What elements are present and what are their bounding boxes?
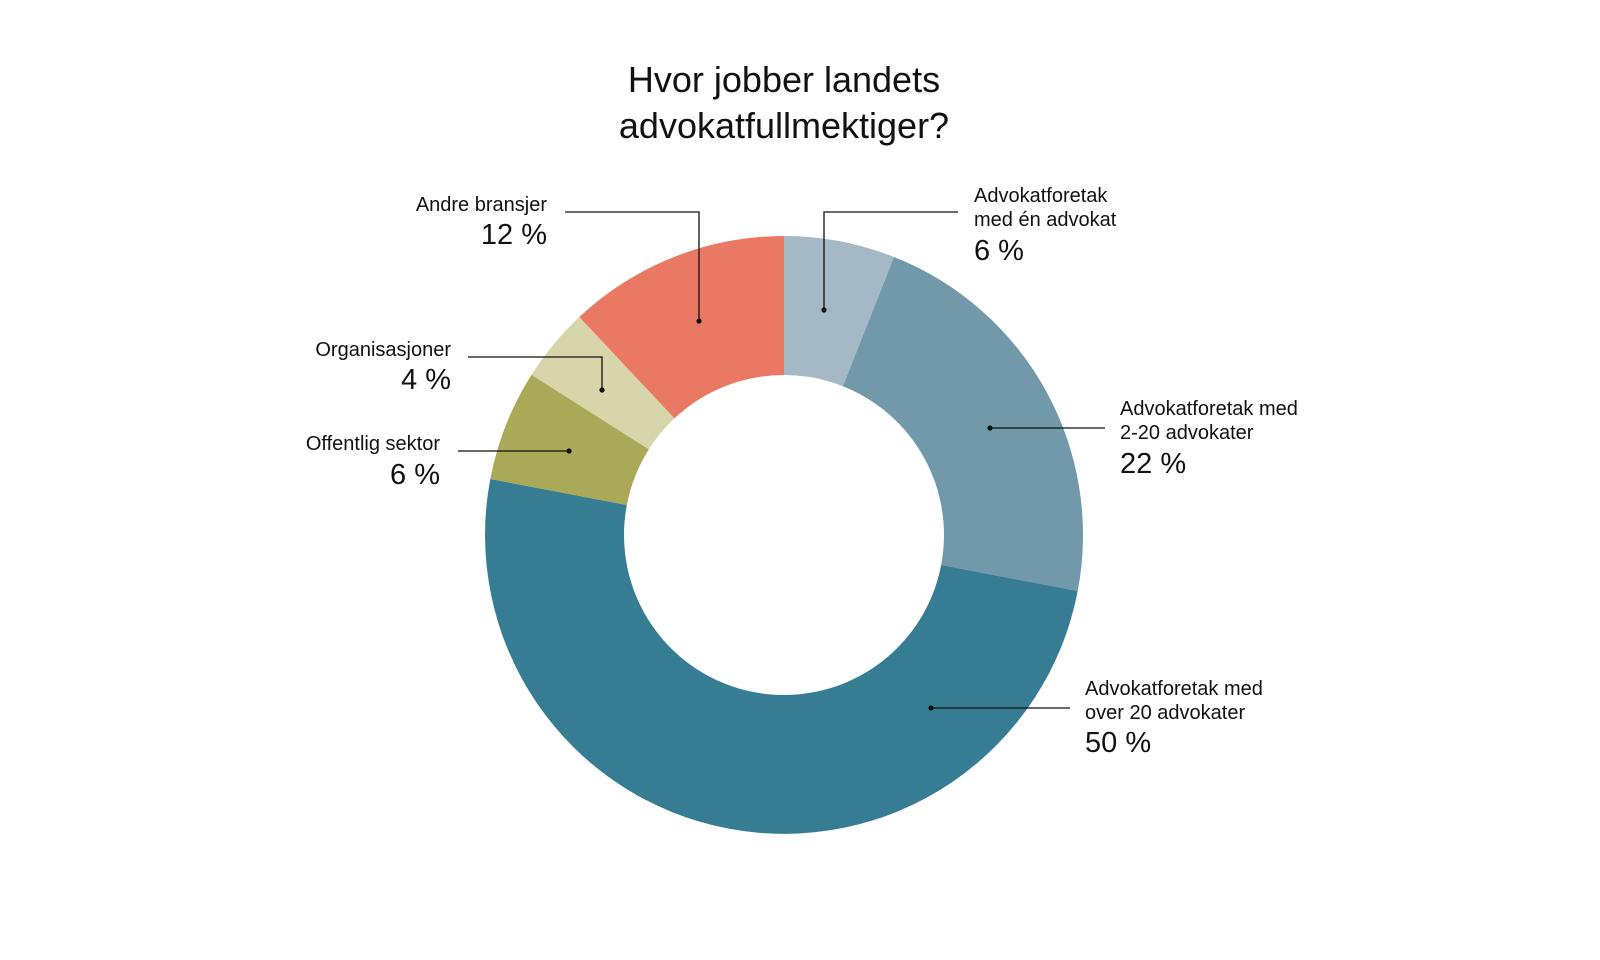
slice-label: Andre bransjer [416, 194, 548, 216]
donut-slice [579, 236, 784, 419]
value-label: 6 % [974, 235, 1024, 267]
leader-line [468, 356, 603, 390]
leader-line [565, 211, 700, 321]
donut-slice [784, 236, 895, 387]
leader-line [823, 211, 958, 310]
chart-title: Hvor jobber landets advokatfullmektiger? [619, 59, 949, 146]
donut-slice [842, 256, 1083, 592]
leader-dot [566, 448, 572, 454]
donut-slice [490, 374, 649, 506]
leader-dot [987, 425, 993, 431]
leader-dot [696, 318, 702, 324]
leader-dot [599, 387, 605, 393]
slice-label: Advokatforetak med én advokat [974, 185, 1117, 231]
slice-label: Advokatforetak med 2-20 advokater [1120, 398, 1298, 444]
slice-label: Advokatforetak med over 20 advokater [1085, 678, 1263, 724]
donut-slice [485, 478, 1078, 834]
value-label: 6 % [390, 459, 440, 491]
leader-dot [821, 307, 827, 313]
leader-dot [928, 705, 934, 711]
value-label: 50 % [1085, 727, 1151, 759]
value-label: 12 % [481, 219, 547, 251]
donut-slice [531, 317, 675, 450]
slice-label: Organisasjoner [315, 339, 451, 361]
slice-label: Offentlig sektor [306, 433, 440, 455]
value-label: 22 % [1120, 448, 1186, 480]
value-label: 4 % [401, 364, 451, 396]
